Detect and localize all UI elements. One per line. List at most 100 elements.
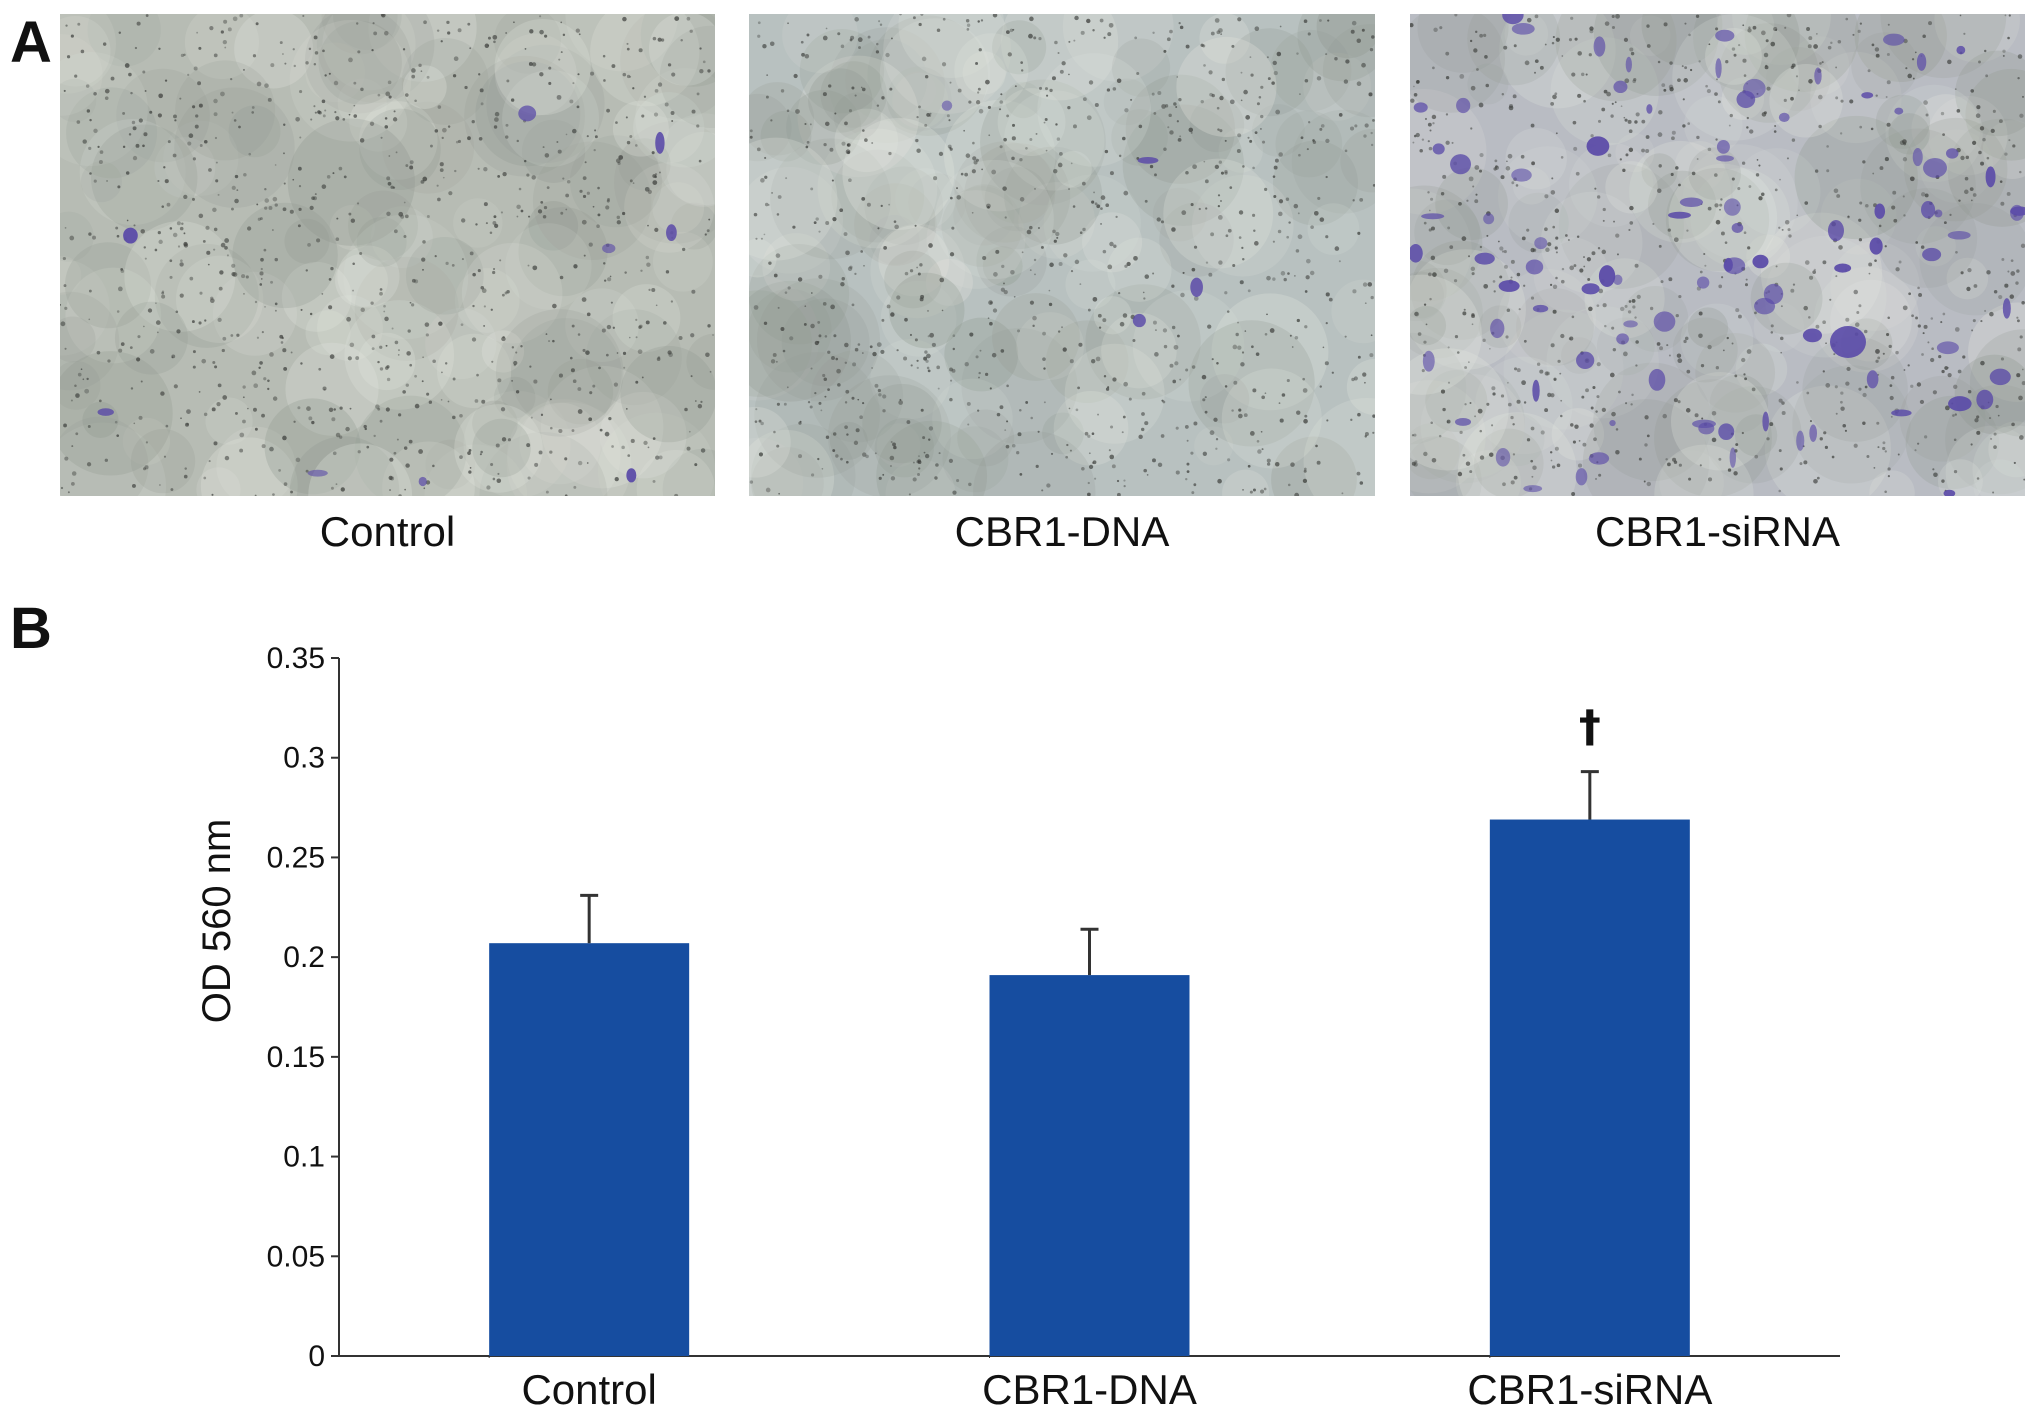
membrane-pore [1728, 124, 1731, 127]
membrane-pore [846, 433, 849, 436]
membrane-pore [1688, 477, 1692, 481]
membrane-pore [969, 332, 974, 337]
membrane-pore [494, 117, 499, 122]
membrane-pore [1319, 217, 1325, 222]
membrane-pore [1933, 472, 1938, 478]
membrane-pore [1915, 316, 1918, 320]
membrane-pore [806, 33, 810, 37]
membrane-texture [1132, 290, 1245, 402]
membrane-pore [928, 243, 933, 248]
membrane-pore [1515, 184, 1519, 187]
membrane-pore [616, 352, 619, 354]
membrane-pore [1296, 318, 1300, 323]
membrane-pore [1749, 129, 1754, 134]
membrane-pore [1505, 166, 1511, 171]
stained-cell [1495, 447, 1511, 467]
membrane-pore [420, 70, 423, 73]
membrane-pore [1609, 372, 1615, 378]
membrane-texture [1410, 305, 1447, 346]
membrane-pore [2013, 461, 2016, 465]
membrane-pore [664, 102, 669, 107]
membrane-pore [520, 344, 523, 348]
membrane-pore [948, 119, 951, 122]
membrane-pore [1057, 330, 1061, 333]
membrane-pore [1302, 388, 1308, 393]
membrane-pore [879, 23, 883, 26]
membrane-pore [383, 304, 386, 308]
membrane-pore [442, 127, 447, 133]
membrane-pore [1037, 430, 1040, 433]
membrane-pore [862, 129, 865, 132]
membrane-pore [283, 366, 288, 371]
membrane-pore [806, 140, 810, 144]
membrane-pore [1254, 131, 1258, 135]
membrane-pore [1116, 479, 1120, 483]
membrane-pore [1319, 385, 1322, 388]
membrane-pore [597, 186, 600, 190]
membrane-pore [1414, 460, 1418, 464]
membrane-pore [855, 428, 860, 433]
membrane-pore [560, 21, 563, 24]
membrane-pore [552, 339, 555, 343]
membrane-pore [1291, 346, 1294, 348]
membrane-pore [1889, 395, 1894, 401]
membrane-pore [1716, 78, 1718, 81]
membrane-texture [1225, 28, 1314, 117]
membrane-pore [1658, 164, 1662, 168]
membrane-pore [1684, 22, 1687, 25]
membrane-texture [1904, 117, 2008, 222]
membrane-texture [114, 301, 188, 375]
membrane-pore [1202, 398, 1206, 402]
membrane-pore [198, 103, 203, 108]
membrane-pore [161, 290, 165, 293]
membrane-pore [1029, 300, 1035, 305]
membrane-pore [74, 74, 78, 78]
membrane-texture [1593, 362, 1712, 482]
membrane-pore [1638, 457, 1642, 461]
error-bars: † [580, 702, 1601, 976]
membrane-pore [290, 351, 293, 354]
membrane-pore [565, 208, 568, 211]
membrane-pore [1486, 402, 1490, 406]
significance-marker: † [1579, 702, 1601, 753]
membrane-pore [483, 202, 488, 207]
membrane-pore [1928, 21, 1933, 26]
membrane-pore [1853, 443, 1858, 448]
membrane-pore [1746, 126, 1749, 129]
membrane-pore [1819, 62, 1822, 65]
membrane-pore [334, 111, 337, 114]
membrane-pore [1180, 292, 1185, 298]
membrane-pore [655, 455, 660, 460]
membrane-pore [1547, 242, 1552, 247]
membrane-texture [992, 293, 1080, 381]
membrane-pore [477, 167, 480, 170]
membrane-pore [658, 455, 663, 460]
stained-cell [1827, 220, 1844, 242]
membrane-pore [257, 217, 261, 221]
membrane-pore [391, 327, 394, 330]
membrane-pore [1211, 93, 1215, 98]
membrane-pore [93, 128, 98, 133]
membrane-pore [1980, 320, 1983, 323]
membrane-pore [1440, 192, 1445, 196]
membrane-pore [1724, 241, 1728, 244]
membrane-pore [1193, 296, 1199, 301]
membrane-pore [437, 105, 442, 109]
membrane-pore [1509, 103, 1514, 109]
stained-cell [1934, 209, 1943, 218]
membrane-pore [1059, 69, 1064, 74]
stained-cell [1454, 417, 1472, 426]
membrane-pore [975, 158, 979, 162]
membrane-pore [694, 463, 698, 467]
membrane-texture [862, 383, 942, 464]
membrane-pore [207, 263, 210, 266]
membrane-pore [242, 419, 246, 424]
membrane-pore [1138, 434, 1143, 440]
membrane-pore [1413, 92, 1418, 97]
membrane-pore [762, 43, 767, 49]
membrane-pore [223, 19, 228, 24]
membrane-pore [494, 223, 499, 228]
membrane-pore [825, 121, 830, 127]
membrane-texture [1410, 436, 1475, 496]
membrane-texture [1457, 412, 1577, 496]
